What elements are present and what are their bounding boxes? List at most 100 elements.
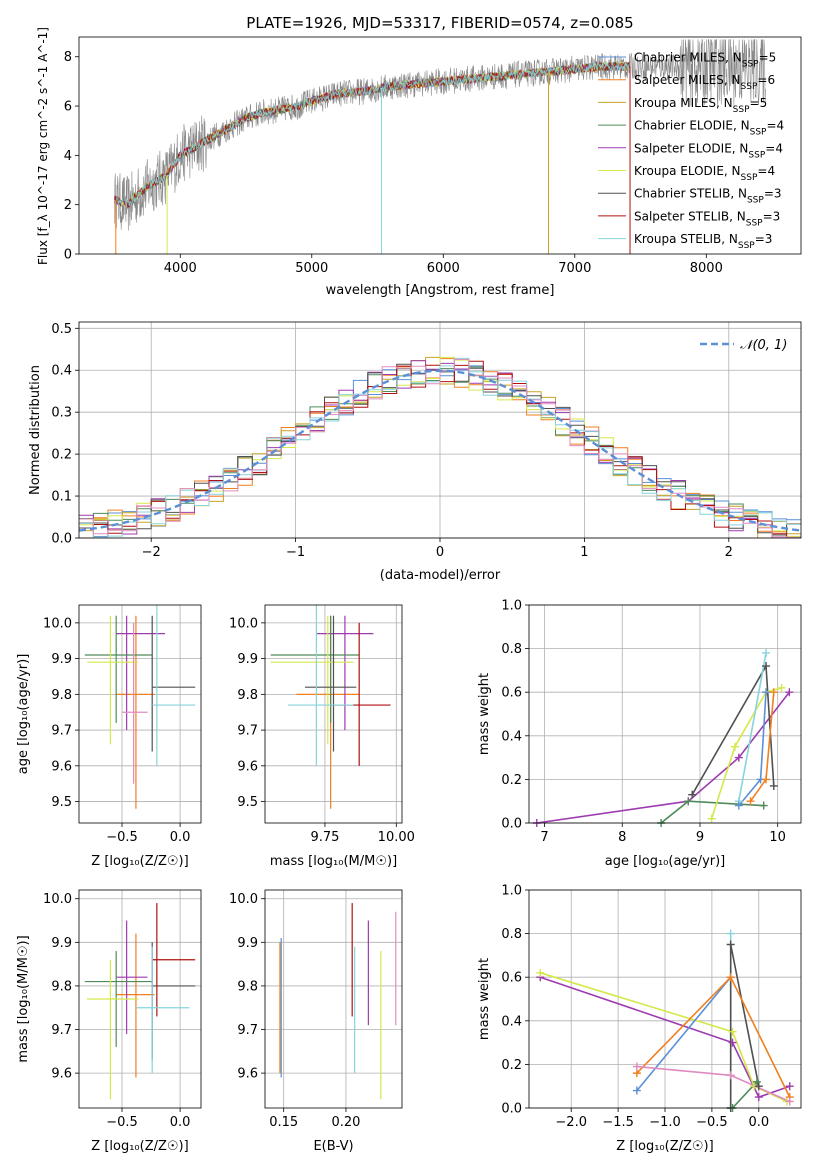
- axes-frame: [528, 889, 802, 1109]
- y-tick-label: 0.6: [501, 971, 522, 986]
- x-tick-label: −0.5: [106, 830, 138, 845]
- plot-area: [114, 39, 766, 254]
- weight-marker: [726, 929, 735, 938]
- normal-curve: [79, 369, 801, 532]
- plot-area: [536, 652, 790, 823]
- x-tick-label: 0.0: [748, 1115, 769, 1130]
- y-tick-label: 0.2: [51, 448, 72, 463]
- weight-marker: [752, 1077, 761, 1086]
- plot-area: [279, 903, 397, 1100]
- weight-line: [636, 1065, 791, 1103]
- weight-line: [660, 800, 764, 823]
- weight-line: [636, 976, 732, 1092]
- weight-line: [536, 691, 790, 823]
- y-tick-label: 9.7: [237, 724, 258, 739]
- x-tick-label: 0.0: [170, 1115, 191, 1130]
- x-tick-label: 0: [436, 545, 444, 560]
- x-tick-label: 8000: [690, 261, 723, 276]
- y-tick-label: 1.0: [501, 884, 522, 899]
- weight-marker: [769, 781, 778, 790]
- weight-line: [540, 972, 788, 1103]
- weight-marker: [785, 688, 794, 697]
- weight-marker: [734, 753, 743, 762]
- x-tick-label: 0.0: [170, 830, 191, 845]
- y-tick-label: 4: [64, 149, 72, 164]
- axes-frame: [78, 36, 802, 255]
- y-tick-label: 9.8: [51, 979, 72, 994]
- weight-line: [738, 692, 767, 807]
- y-tick-label: 0.0: [501, 1102, 522, 1117]
- x-tick-label: 10: [769, 830, 786, 845]
- y-tick-label: 10.0: [229, 892, 258, 907]
- weight-marker: [632, 1062, 641, 1071]
- plot-area: [84, 605, 196, 809]
- y-tick-label: 9.8: [51, 688, 72, 703]
- chart-z-mass: −0.5 0.0 9.6 9.7 9.8 9.9 10.0 Z [log₁₀(Z/Z☉)] ma…: [16, 889, 202, 1154]
- weight-marker: [707, 814, 716, 823]
- weight-marker: [726, 1071, 735, 1080]
- x-tick-label: 7: [540, 830, 548, 845]
- y-tick-label: 9.7: [51, 1023, 72, 1038]
- plot-area: [79, 356, 801, 538]
- y-tick-label: 9.7: [237, 1023, 258, 1038]
- axes-frame: [78, 604, 202, 824]
- axes-frame: [264, 889, 403, 1109]
- y-tick-label: 6: [64, 100, 72, 115]
- x-axis-label: mass [log₁₀(M/M☉)]: [270, 854, 397, 869]
- x-tick-label: 9.75: [310, 830, 339, 845]
- y-tick-label: 0: [64, 248, 72, 263]
- x-tick-label: −1: [286, 545, 305, 560]
- y-tick-label: 0.5: [51, 322, 72, 337]
- x-tick-label: 7000: [558, 261, 591, 276]
- weight-marker: [632, 1086, 641, 1095]
- model-line-8: [114, 62, 631, 209]
- legend-label: Salpeter MILES, NSSP=6: [634, 73, 775, 92]
- weight-marker: [759, 801, 768, 810]
- chart-spectrum: 4000 5000 6000 7000 8000 0 2 4 6 8 PLATE=1926, MJD…: [36, 14, 802, 298]
- weight-marker: [536, 968, 545, 977]
- axes-frame: [78, 321, 802, 539]
- y-tick-label: 0.1: [51, 490, 72, 505]
- plot-area: [270, 605, 391, 809]
- y-tick-label: 0.8: [501, 642, 522, 657]
- weight-marker: [728, 1027, 737, 1036]
- plot-area: [84, 903, 196, 1100]
- y-tick-label: 0.0: [51, 532, 72, 547]
- weight-marker: [762, 662, 771, 671]
- weight-marker: [769, 688, 778, 697]
- weight-marker: [746, 797, 755, 806]
- y-axis-label: Flux [f_λ 10^-17 erg cm^-2 s^-1 A^-1]: [36, 27, 50, 265]
- y-tick-label: 10.0: [43, 616, 72, 631]
- y-tick-label: 9.6: [237, 759, 258, 774]
- y-axis-label: mass [log₁₀(M/M☉)]: [16, 935, 31, 1062]
- y-tick-label: 0.4: [501, 1014, 522, 1029]
- y-axis-label: mass weight: [477, 958, 492, 1040]
- x-tick-label: 2: [725, 545, 733, 560]
- y-tick-label: 9.8: [237, 688, 258, 703]
- legend-label: Salpeter STELIB, NSSP=3: [634, 209, 780, 228]
- y-axis-label: Normed distribution: [28, 365, 43, 495]
- weight-marker: [754, 1093, 763, 1102]
- x-tick-label: 6000: [427, 261, 460, 276]
- y-tick-label: 1.0: [501, 599, 522, 614]
- x-axis-label: (data-model)/error: [380, 568, 501, 583]
- chart-z-weight: −2.0 −1.5 −1.0 −0.5 0.0 0.0 0.2 0.4 0.6 0.8 1.0 Z […: [477, 884, 802, 1154]
- legend-label: 𝒩(0, 1): [740, 338, 787, 353]
- weight-marker: [762, 648, 771, 657]
- y-tick-label: 0.4: [501, 729, 522, 744]
- y-tick-label: 10.0: [43, 892, 72, 907]
- y-tick-label: 0.6: [501, 686, 522, 701]
- x-tick-label: −1.5: [602, 1115, 634, 1130]
- y-tick-label: 9.9: [237, 652, 258, 667]
- legend-label: Salpeter ELODIE, NSSP=4: [634, 141, 783, 160]
- weight-marker: [762, 775, 771, 784]
- weight-marker: [785, 1082, 794, 1091]
- y-tick-label: 0.0: [501, 817, 522, 832]
- x-tick-label: 0.20: [331, 1115, 360, 1130]
- y-tick-label: 9.5: [237, 795, 258, 810]
- legend-label: Kroupa ELODIE, NSSP=4: [634, 164, 775, 183]
- x-tick-label: −2.0: [555, 1115, 587, 1130]
- chart-residuals: −2 −1 0 1 2 0.0 0.1 0.2 0.3 0.4 0.5 (data-model)/er…: [28, 321, 802, 583]
- x-tick-label: 1: [580, 545, 588, 560]
